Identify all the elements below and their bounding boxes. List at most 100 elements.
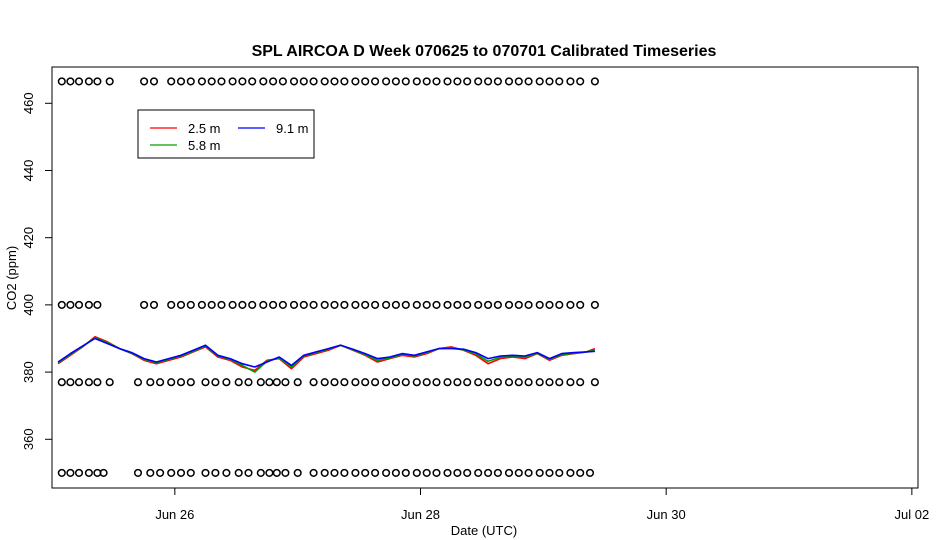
marker-point: [453, 77, 462, 86]
marker-point: [545, 468, 554, 477]
marker-point: [207, 77, 216, 86]
marker-point: [57, 77, 66, 86]
marker-point: [590, 77, 599, 86]
marker-point: [504, 300, 514, 309]
marker-point: [566, 300, 575, 309]
y-tick-label: 460: [21, 92, 36, 114]
marker-point: [340, 300, 349, 309]
marker-point: [590, 300, 599, 309]
marker-point: [201, 378, 210, 387]
marker-point: [293, 378, 302, 387]
marker-point: [504, 378, 514, 387]
marker-point: [504, 468, 514, 477]
marker-point: [576, 300, 585, 309]
marker-point: [176, 77, 186, 86]
marker-point: [234, 468, 243, 477]
marker-point: [391, 378, 400, 387]
series-line-3: [57, 337, 595, 368]
y-axis-label: CO2 (ppm): [4, 246, 19, 310]
marker-point: [201, 468, 210, 477]
y-tick-label: 380: [21, 361, 36, 383]
marker-point: [99, 468, 108, 477]
marker-point: [493, 300, 502, 309]
marker-point: [340, 468, 349, 477]
marker-point: [371, 378, 380, 387]
marker-point: [351, 378, 360, 387]
marker-point: [176, 468, 186, 477]
marker-point: [555, 468, 564, 477]
marker-point: [256, 378, 265, 387]
marker-point: [330, 77, 339, 86]
marker-point: [401, 468, 410, 477]
marker-point: [535, 378, 544, 387]
marker-point: [382, 468, 391, 477]
marker-point: [217, 77, 226, 86]
y-tick-label: 400: [21, 294, 36, 316]
marker-point: [167, 468, 176, 477]
marker-point: [74, 378, 84, 387]
marker-point: [361, 77, 370, 86]
marker-point: [351, 468, 360, 477]
marker-point: [156, 468, 165, 477]
marker-point: [330, 468, 339, 477]
marker-point: [167, 300, 176, 309]
y-tick-label: 440: [21, 160, 36, 182]
marker-point: [133, 468, 143, 477]
marker-point: [320, 77, 329, 86]
marker-point: [248, 77, 257, 86]
marker-point: [186, 378, 195, 387]
marker-point: [351, 77, 360, 86]
marker-point: [412, 468, 421, 477]
marker-point: [422, 378, 431, 387]
marker-point: [514, 468, 523, 477]
marker-point: [514, 378, 523, 387]
marker-point: [228, 77, 237, 86]
marker-point: [293, 468, 302, 477]
marker-point: [576, 77, 585, 86]
marker-point: [382, 378, 391, 387]
marker-point: [484, 300, 493, 309]
marker-point: [422, 77, 431, 86]
marker-point: [84, 468, 93, 477]
marker-point: [474, 378, 483, 387]
marker-point: [259, 300, 268, 309]
marker-point: [566, 468, 575, 477]
marker-point: [371, 468, 380, 477]
marker-point: [514, 77, 523, 86]
y-tick-label: 420: [21, 227, 36, 249]
marker-point: [269, 300, 278, 309]
marker-point: [66, 77, 75, 86]
marker-point: [474, 300, 483, 309]
marker-point: [401, 378, 410, 387]
marker-point: [278, 300, 287, 309]
marker-point: [463, 300, 472, 309]
marker-point: [391, 77, 400, 86]
x-axis-label: Date (UTC): [451, 523, 517, 538]
marker-point: [361, 300, 370, 309]
marker-point: [382, 300, 391, 309]
marker-point: [555, 77, 564, 86]
marker-point: [463, 77, 472, 86]
marker-point: [222, 468, 231, 477]
marker-point: [443, 300, 452, 309]
marker-point: [84, 300, 93, 309]
marker-point: [238, 77, 247, 86]
marker-point: [74, 468, 84, 477]
marker-point: [412, 300, 421, 309]
marker-point: [484, 378, 493, 387]
marker-point: [309, 378, 318, 387]
marker-point: [422, 468, 431, 477]
marker-point: [493, 468, 502, 477]
marker-point: [330, 378, 339, 387]
marker-point: [432, 77, 441, 86]
marker-point: [278, 77, 287, 86]
marker-point: [566, 378, 575, 387]
legend-label: 9.1 m: [276, 121, 309, 136]
marker-point: [234, 378, 243, 387]
marker-point: [176, 378, 186, 387]
marker-point: [57, 468, 66, 477]
marker-point: [289, 77, 299, 86]
marker-point: [244, 468, 253, 477]
marker-point: [93, 378, 102, 387]
marker-point: [211, 378, 220, 387]
